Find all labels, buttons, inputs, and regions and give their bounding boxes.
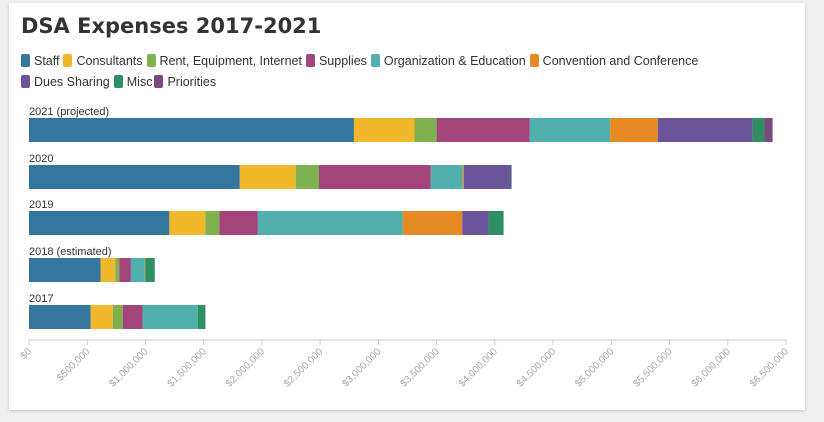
category-label: 2017	[29, 293, 53, 305]
bar-segment	[90, 305, 113, 329]
legend-swatch	[305, 54, 315, 67]
bar-segment	[462, 165, 464, 189]
legend-swatch	[21, 75, 30, 88]
chart-title: DSA Expenses 2017-2021	[21, 14, 322, 38]
x-tick-label: $4,500,000	[515, 346, 558, 389]
category-label: 2021 (projected)	[29, 106, 109, 118]
bar-segment	[511, 165, 512, 189]
bar-segment	[402, 211, 463, 235]
bar-segment	[130, 258, 145, 282]
bar-segment	[29, 118, 354, 142]
bar-segment	[353, 118, 415, 142]
bar-segment	[610, 118, 658, 142]
bar-segment	[318, 165, 431, 189]
legend-swatch	[529, 54, 539, 67]
category-label: 2018 (estimated)	[29, 246, 112, 258]
bar-segment	[119, 258, 131, 282]
legend-label: Organization & Education	[383, 53, 526, 68]
legend-label: Staff	[34, 53, 60, 68]
legend-swatch	[21, 54, 30, 67]
legend-item[interactable]: Rent, Equipment, Internet	[146, 53, 302, 68]
x-tick-label: $2,500,000	[282, 346, 325, 389]
x-tick-label: $500,000	[55, 346, 93, 384]
category-label: 2020	[29, 153, 53, 165]
legend-item[interactable]: Supplies	[305, 53, 367, 68]
bar-segment	[29, 165, 240, 189]
legend-swatch	[154, 75, 164, 88]
bar-segment	[169, 211, 206, 235]
bar-segment	[657, 118, 753, 142]
bar-segment	[115, 258, 120, 282]
x-tick-label: $1,000,000	[107, 346, 150, 389]
legend-item[interactable]: Misc	[113, 74, 153, 89]
bar-segment	[430, 165, 463, 189]
bar-segment	[100, 258, 116, 282]
x-tick-label: $6,500,000	[748, 346, 791, 389]
x-tick-label: $6,000,000	[690, 346, 733, 389]
bar-segment	[488, 211, 504, 235]
x-tick-label: $3,500,000	[399, 346, 442, 389]
chart-card	[9, 3, 805, 410]
bar-segment	[414, 118, 437, 142]
legend-label: Supplies	[318, 53, 367, 68]
legend-label: Consultants	[76, 53, 143, 68]
bar-segment	[752, 118, 765, 142]
bar-segment	[29, 211, 170, 235]
bar-segment	[295, 165, 319, 189]
legend-label: Rent, Equipment, Internet	[159, 53, 302, 68]
x-tick-label: $3,000,000	[340, 346, 383, 389]
category-label: 2019	[29, 199, 53, 211]
bar-segment	[205, 211, 220, 235]
bar-segment	[112, 305, 123, 329]
bar-segment	[239, 165, 296, 189]
legend-label: Dues Sharing	[34, 74, 110, 89]
bar-segment	[529, 118, 611, 142]
bar-segment	[145, 258, 155, 282]
bar-segment	[29, 305, 91, 329]
legend-swatch	[63, 54, 73, 67]
bar-segment	[29, 258, 101, 282]
x-tick-label: $5,500,000	[631, 346, 674, 389]
bar-segment	[764, 118, 773, 142]
legend-swatch	[370, 54, 380, 67]
bar-segment	[436, 118, 530, 142]
bar-segment	[219, 211, 258, 235]
bar-segment	[197, 305, 206, 329]
legend-swatch	[113, 75, 123, 88]
bar-segment	[144, 258, 146, 282]
legend-item[interactable]: Staff	[21, 53, 59, 68]
x-tick-label: $0	[18, 346, 34, 362]
legend-label: Convention and Conference	[542, 53, 699, 68]
bar-segment	[463, 165, 512, 189]
chart-legend: Staff Consultants Rent, Equipment, Interne…	[21, 53, 741, 89]
legend-item[interactable]: Dues Sharing	[21, 74, 110, 89]
x-tick-label: $2,000,000	[224, 346, 267, 389]
legend-item[interactable]: Consultants	[63, 53, 143, 68]
bar-segment	[142, 305, 198, 329]
x-tick-label: $4,000,000	[457, 346, 500, 389]
legend-item[interactable]: Convention and Conference	[529, 53, 699, 68]
legend-swatch	[146, 54, 156, 67]
legend-item[interactable]: Organization & Education	[370, 53, 526, 68]
bar-segment	[257, 211, 403, 235]
x-tick-label: $1,500,000	[166, 346, 209, 389]
bar-segment	[462, 211, 489, 235]
x-tick-label: $5,000,000	[573, 346, 616, 389]
bar-segment	[122, 305, 143, 329]
legend-label: Priorities	[167, 74, 217, 89]
legend-label: Misc	[126, 74, 153, 89]
legend-item[interactable]: Priorities	[154, 74, 216, 89]
